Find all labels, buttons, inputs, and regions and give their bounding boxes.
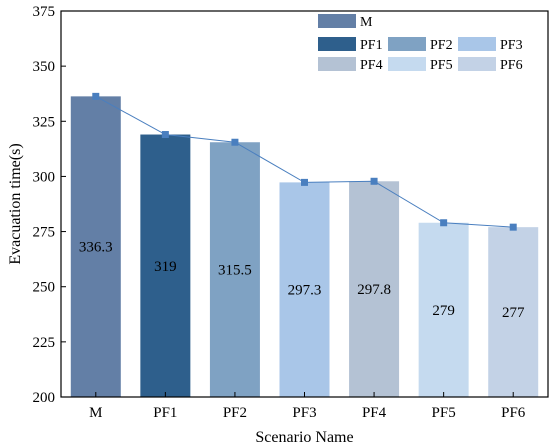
value-label-pf4: 297.8 <box>357 282 391 298</box>
legend-swatch-pf4 <box>318 57 356 71</box>
legend-swatch-pf5 <box>388 57 426 71</box>
x-tick-label-pf4: PF4 <box>362 405 387 421</box>
y-tick-label: 375 <box>33 4 56 20</box>
value-label-m: 336.3 <box>79 240 113 256</box>
legend-label-pf4: PF4 <box>360 58 383 73</box>
legend-label-m: M <box>360 15 373 30</box>
y-tick-label: 275 <box>33 225 56 241</box>
trend-marker-m <box>92 92 100 100</box>
bars-group <box>70 96 539 397</box>
legend-label-pf6: PF6 <box>500 58 523 73</box>
x-axis-ticks: M PF1 PF2 PF3 PF4 PF5 PF6 <box>89 392 526 421</box>
bar-pf3 <box>279 182 330 397</box>
legend-swatch-m <box>318 14 356 28</box>
y-axis-ticks: 200 225 250 275 300 325 350 375 <box>33 4 66 406</box>
trend-marker-pf3 <box>301 178 308 186</box>
trend-line-group <box>92 92 517 231</box>
bar-pf1 <box>140 134 191 397</box>
bar-pf6 <box>488 227 539 397</box>
y-tick-label: 225 <box>33 335 56 351</box>
y-tick-label: 250 <box>33 280 56 296</box>
trend-marker-pf6 <box>509 223 517 231</box>
value-label-pf1: 319 <box>154 259 177 275</box>
y-tick-label: 325 <box>33 114 56 130</box>
legend-swatch-pf6 <box>458 57 496 71</box>
y-tick-label: 300 <box>33 169 56 185</box>
legend-swatch-pf3 <box>458 37 496 51</box>
bar-pf5 <box>418 222 469 397</box>
legend-label-pf3: PF3 <box>500 38 523 53</box>
y-axis-title: Evacuation time(s) <box>7 143 24 264</box>
trend-marker-pf1 <box>161 131 169 139</box>
value-label-pf2: 315.5 <box>218 263 252 279</box>
x-axis-title: Scenario Name <box>255 429 353 446</box>
legend-label-pf1: PF1 <box>360 38 383 53</box>
legend-swatch-pf2 <box>388 37 426 51</box>
y-tick-label: 350 <box>33 59 56 75</box>
legend-swatch-pf1 <box>318 37 356 51</box>
trend-marker-pf2 <box>231 138 239 146</box>
legend-label-pf5: PF5 <box>430 58 453 73</box>
value-label-pf6: 277 <box>502 305 525 321</box>
trend-marker-pf4 <box>370 177 378 185</box>
x-tick-label-pf1: PF1 <box>153 405 177 421</box>
bar-pf2 <box>209 142 260 397</box>
bar-m <box>70 96 121 397</box>
value-label-pf3: 297.3 <box>288 283 322 299</box>
x-tick-label-m: M <box>89 405 102 421</box>
bar-pf4 <box>349 181 400 397</box>
plot-frame <box>60 10 549 398</box>
x-tick-label-pf2: PF2 <box>223 405 247 421</box>
x-tick-label-pf5: PF5 <box>432 405 456 421</box>
legend: M PF1 PF2 PF3 PF4 PF5 PF6 <box>318 14 523 73</box>
value-labels-group: 336.3 319 315.5 297.3 297.8 279 277 <box>79 240 525 321</box>
legend-label-pf2: PF2 <box>430 38 453 53</box>
value-label-pf5: 279 <box>432 303 455 319</box>
x-tick-label-pf3: PF3 <box>292 405 316 421</box>
y-tick-label: 200 <box>33 390 56 406</box>
trend-marker-pf5 <box>440 219 448 227</box>
x-tick-label-pf6: PF6 <box>501 405 526 421</box>
